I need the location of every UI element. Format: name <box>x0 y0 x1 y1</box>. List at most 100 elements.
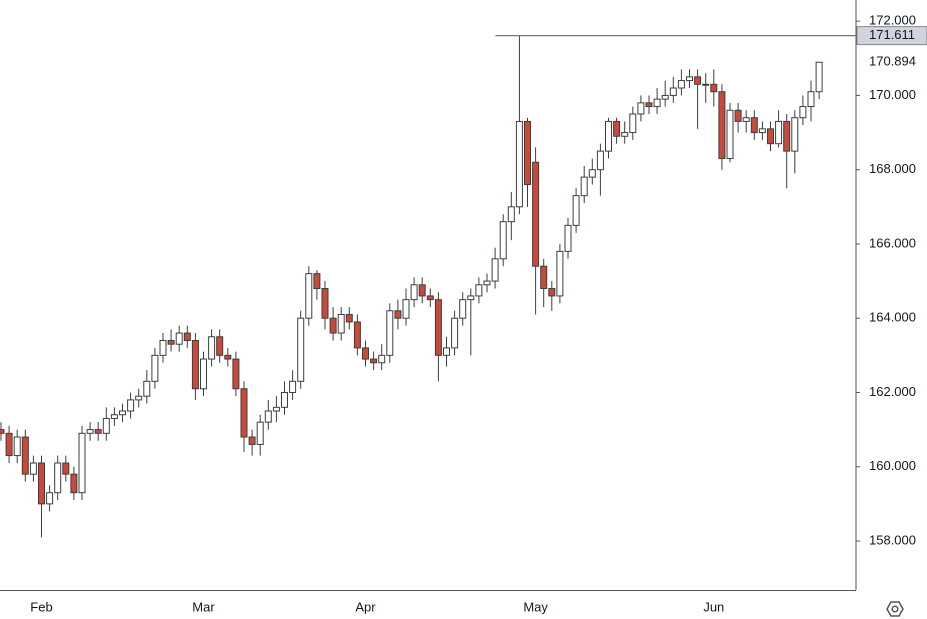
candle-body <box>94 429 102 434</box>
candle-body <box>54 462 62 494</box>
candle-body <box>434 299 442 356</box>
candle-body <box>329 317 337 334</box>
candle-body <box>13 436 21 457</box>
candle-body <box>281 391 288 408</box>
candle-body <box>499 221 507 260</box>
candle-body <box>410 284 418 301</box>
candle-body <box>418 284 426 297</box>
candle-body <box>264 410 272 423</box>
candle-body <box>21 436 29 475</box>
candle-body <box>507 206 515 223</box>
candle-body <box>102 417 110 434</box>
candle-body <box>378 354 386 364</box>
candle-body <box>151 354 159 382</box>
x-tick-label: Apr <box>355 599 376 614</box>
candle-body <box>491 258 499 282</box>
settings-hexagon[interactable] <box>886 601 904 617</box>
candle-body <box>200 358 207 390</box>
candle-body <box>451 317 459 349</box>
candle-body <box>791 117 799 152</box>
candle-body <box>167 339 175 345</box>
candle-body <box>62 462 70 475</box>
candle-body <box>767 128 774 145</box>
candle-body <box>540 265 548 290</box>
candle-body <box>159 339 167 356</box>
candle-body <box>191 339 199 390</box>
candle-body <box>799 106 807 119</box>
candle-body <box>289 380 297 393</box>
x-tick-label: Feb <box>30 599 52 614</box>
candle-body <box>78 432 86 494</box>
candle-body <box>362 347 369 360</box>
candle-body <box>515 120 523 208</box>
candle-body <box>556 250 564 297</box>
candle-body <box>475 284 483 297</box>
candle-body <box>313 273 321 290</box>
candle-body <box>783 120 791 152</box>
settings-icon[interactable] <box>886 601 904 617</box>
last-price-label: 170.894 <box>869 54 916 69</box>
candle-body <box>588 169 596 178</box>
candle-body <box>70 473 78 494</box>
candle-body <box>240 388 248 438</box>
candle-body <box>613 120 621 137</box>
y-tick-label: 168.000 <box>869 161 916 176</box>
candle-body <box>710 83 718 93</box>
candle-body <box>807 91 815 108</box>
x-tick-label: Mar <box>192 599 215 614</box>
candle-body <box>143 380 151 397</box>
candle-body <box>216 336 224 356</box>
candle-body <box>370 358 378 364</box>
y-tick-label: 164.000 <box>869 310 916 325</box>
candle-body <box>5 432 13 457</box>
candle-body <box>110 414 118 419</box>
candle-body <box>718 91 726 160</box>
candle-body <box>305 273 313 319</box>
candle-body <box>248 436 256 445</box>
candle-body <box>572 195 580 226</box>
candle-body <box>386 310 394 356</box>
candle-body <box>443 347 450 356</box>
candle-body <box>580 176 588 197</box>
candle-body <box>272 406 280 412</box>
candle-body <box>726 109 734 160</box>
candle-body <box>135 395 143 401</box>
candle-body <box>297 317 305 382</box>
last-price-box <box>857 53 927 72</box>
candle-body <box>750 117 758 134</box>
candle-body <box>661 94 669 100</box>
y-tick-label: 172.000 <box>869 13 916 28</box>
candle-body <box>637 102 645 115</box>
candle-body <box>532 161 540 267</box>
candle-body <box>321 288 329 319</box>
candle-body <box>686 76 693 82</box>
candle-body <box>775 120 783 145</box>
candle-body <box>119 410 126 416</box>
candle-body <box>702 83 710 86</box>
y-tick-label: 162.000 <box>869 384 916 399</box>
candle-body <box>394 310 402 319</box>
candle-body <box>426 295 434 301</box>
y-tick-label: 170.000 <box>869 87 916 102</box>
candle-body <box>694 76 702 85</box>
settings-center[interactable] <box>891 605 899 613</box>
candle-body <box>46 492 54 505</box>
candle-body <box>467 295 475 301</box>
y-tick-label: 158.000 <box>869 532 916 547</box>
high-marker-box <box>856 26 927 46</box>
candle-body <box>677 80 685 89</box>
x-tick-label: Jun <box>703 599 724 614</box>
candle-body <box>224 354 232 360</box>
candle-body <box>256 421 264 445</box>
candle-body <box>337 313 345 334</box>
candle-body <box>645 102 653 108</box>
candle-body <box>86 429 94 434</box>
candle-body <box>605 120 612 152</box>
candle-body <box>183 332 191 341</box>
candle-body <box>127 399 135 412</box>
candle-body <box>742 117 750 122</box>
candle-body <box>0 429 5 434</box>
candle-body <box>29 462 37 475</box>
